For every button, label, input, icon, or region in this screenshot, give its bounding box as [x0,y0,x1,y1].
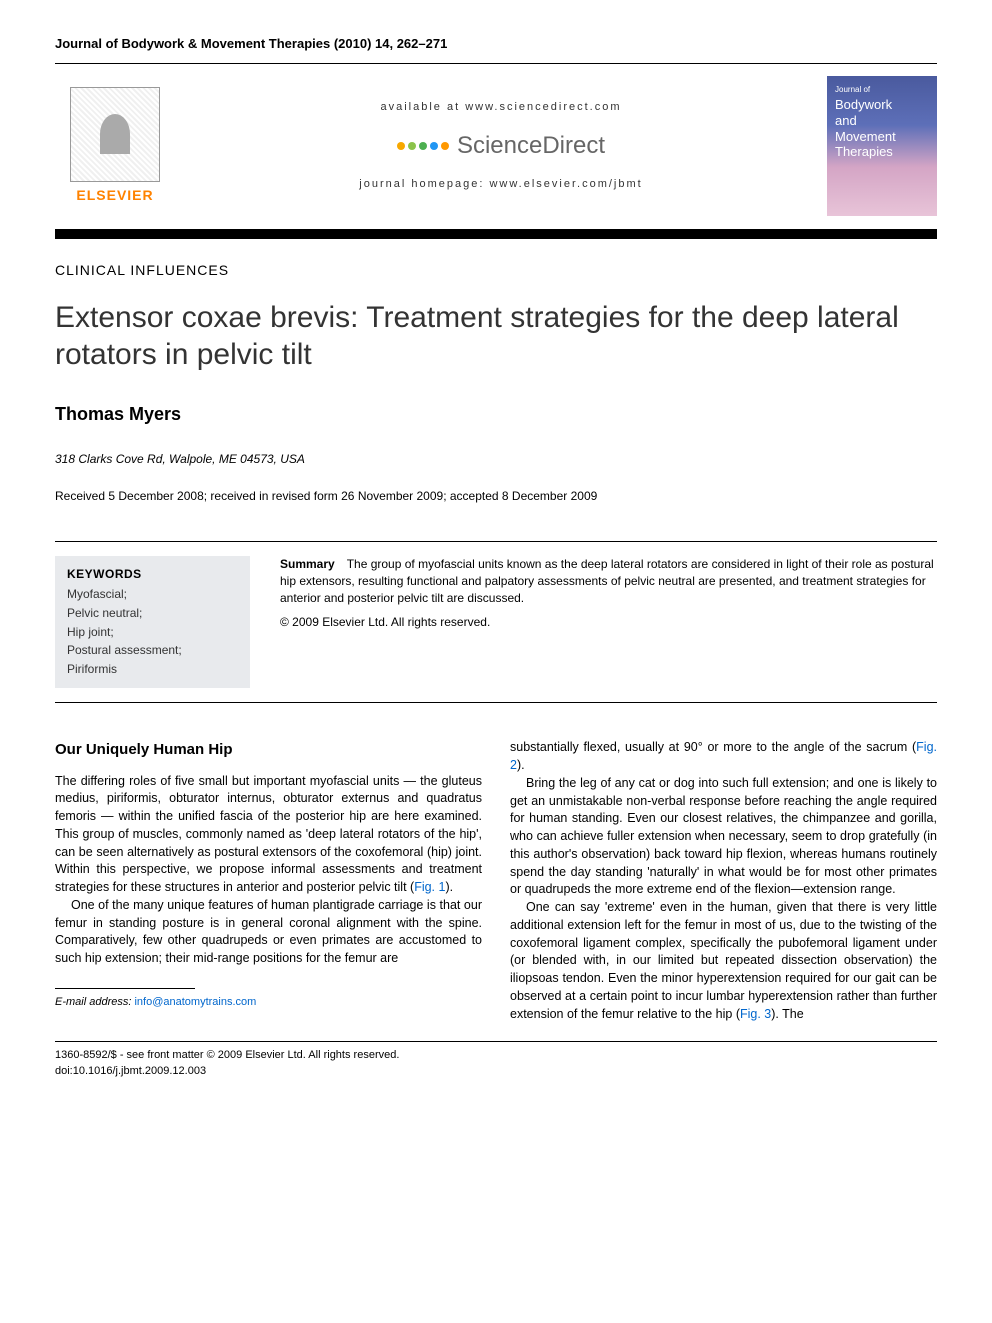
email-address[interactable]: info@anatomytrains.com [134,996,256,1008]
article-title: Extensor coxae brevis: Treatment strateg… [55,299,937,374]
page-footer: 1360-8592/$ - see front matter © 2009 El… [55,1041,937,1079]
elsevier-logo-block: ELSEVIER [55,87,175,206]
author-affiliation: 318 Clarks Cove Rd, Walpole, ME 04573, U… [55,451,937,468]
journal-homepage-text: journal homepage: www.elsevier.com/jbmt [195,177,807,192]
body-text-run: ). The [771,1007,803,1021]
sciencedirect-logo: ScienceDirect [195,129,807,163]
summary-block: SummaryThe group of myofascial units kno… [280,556,937,689]
cover-title-line: Movement [835,129,929,145]
elsevier-tree-icon [70,87,160,182]
cover-journal-of: Journal of [835,84,929,95]
sd-dot [441,142,449,150]
publisher-banner: ELSEVIER available at www.sciencedirect.… [55,64,937,224]
sciencedirect-icon [397,142,449,150]
body-paragraph: One of the many unique features of human… [55,897,482,968]
figure-link[interactable]: Fig. 1 [414,880,445,894]
body-paragraph: Bring the leg of any cat or dog into suc… [510,775,937,899]
cover-title-line: and [835,113,929,129]
body-column-left: Our Uniquely Human Hip The differing rol… [55,739,482,1023]
body-column-right: substantially flexed, usually at 90° or … [510,739,937,1023]
keywords-block: KEYWORDS Myofascial; Pelvic neutral; Hip… [55,556,250,689]
footnote-divider [55,988,195,989]
body-text-run: One can say 'extreme' even in the human,… [510,900,937,1021]
abstract-wrapper: KEYWORDS Myofascial; Pelvic neutral; Hip… [55,541,937,704]
article-dates: Received 5 December 2008; received in re… [55,488,937,505]
sd-dot [419,142,427,150]
sd-dot [408,142,416,150]
keywords-heading: KEYWORDS [67,566,238,583]
body-paragraph: The differing roles of five small but im… [55,773,482,897]
summary-label: Summary [280,557,335,571]
available-at-text: available at www.sciencedirect.com [195,100,807,115]
sciencedirect-name: ScienceDirect [457,129,605,163]
sd-dot [430,142,438,150]
banner-color-bar [55,229,937,239]
article-section-type: CLINICAL INFLUENCES [55,261,937,281]
body-two-columns: Our Uniquely Human Hip The differing rol… [55,739,937,1023]
cover-title-line: Bodywork [835,97,929,113]
body-section-heading: Our Uniquely Human Hip [55,739,482,760]
cover-title-line: Therapies [835,144,929,160]
journal-cover-thumbnail: Journal of Bodywork and Movement Therapi… [827,76,937,216]
body-text-run: substantially flexed, usually at 90° or … [510,740,916,754]
keywords-list: Myofascial; Pelvic neutral; Hip joint; P… [67,585,238,678]
sd-dot [397,142,405,150]
banner-center: available at www.sciencedirect.com Scien… [175,100,827,192]
footer-frontmatter: 1360-8592/$ - see front matter © 2009 El… [55,1048,937,1063]
author-name: Thomas Myers [55,402,937,427]
email-label: E-mail address: [55,996,131,1008]
elsevier-label: ELSEVIER [76,186,153,206]
journal-header: Journal of Bodywork & Movement Therapies… [55,35,937,53]
body-text-run: ). [445,880,453,894]
body-text-run: The differing roles of five small but im… [55,774,482,895]
email-line: E-mail address: info@anatomytrains.com [55,995,482,1011]
footer-doi: doi:10.1016/j.jbmt.2009.12.003 [55,1064,937,1079]
body-paragraph: substantially flexed, usually at 90° or … [510,739,937,775]
summary-text: The group of myofascial units known as t… [280,557,934,606]
body-paragraph: One can say 'extreme' even in the human,… [510,899,937,1023]
body-text-run: ). [517,758,525,772]
figure-link[interactable]: Fig. 3 [740,1007,771,1021]
summary-copyright: © 2009 Elsevier Ltd. All rights reserved… [280,614,937,631]
